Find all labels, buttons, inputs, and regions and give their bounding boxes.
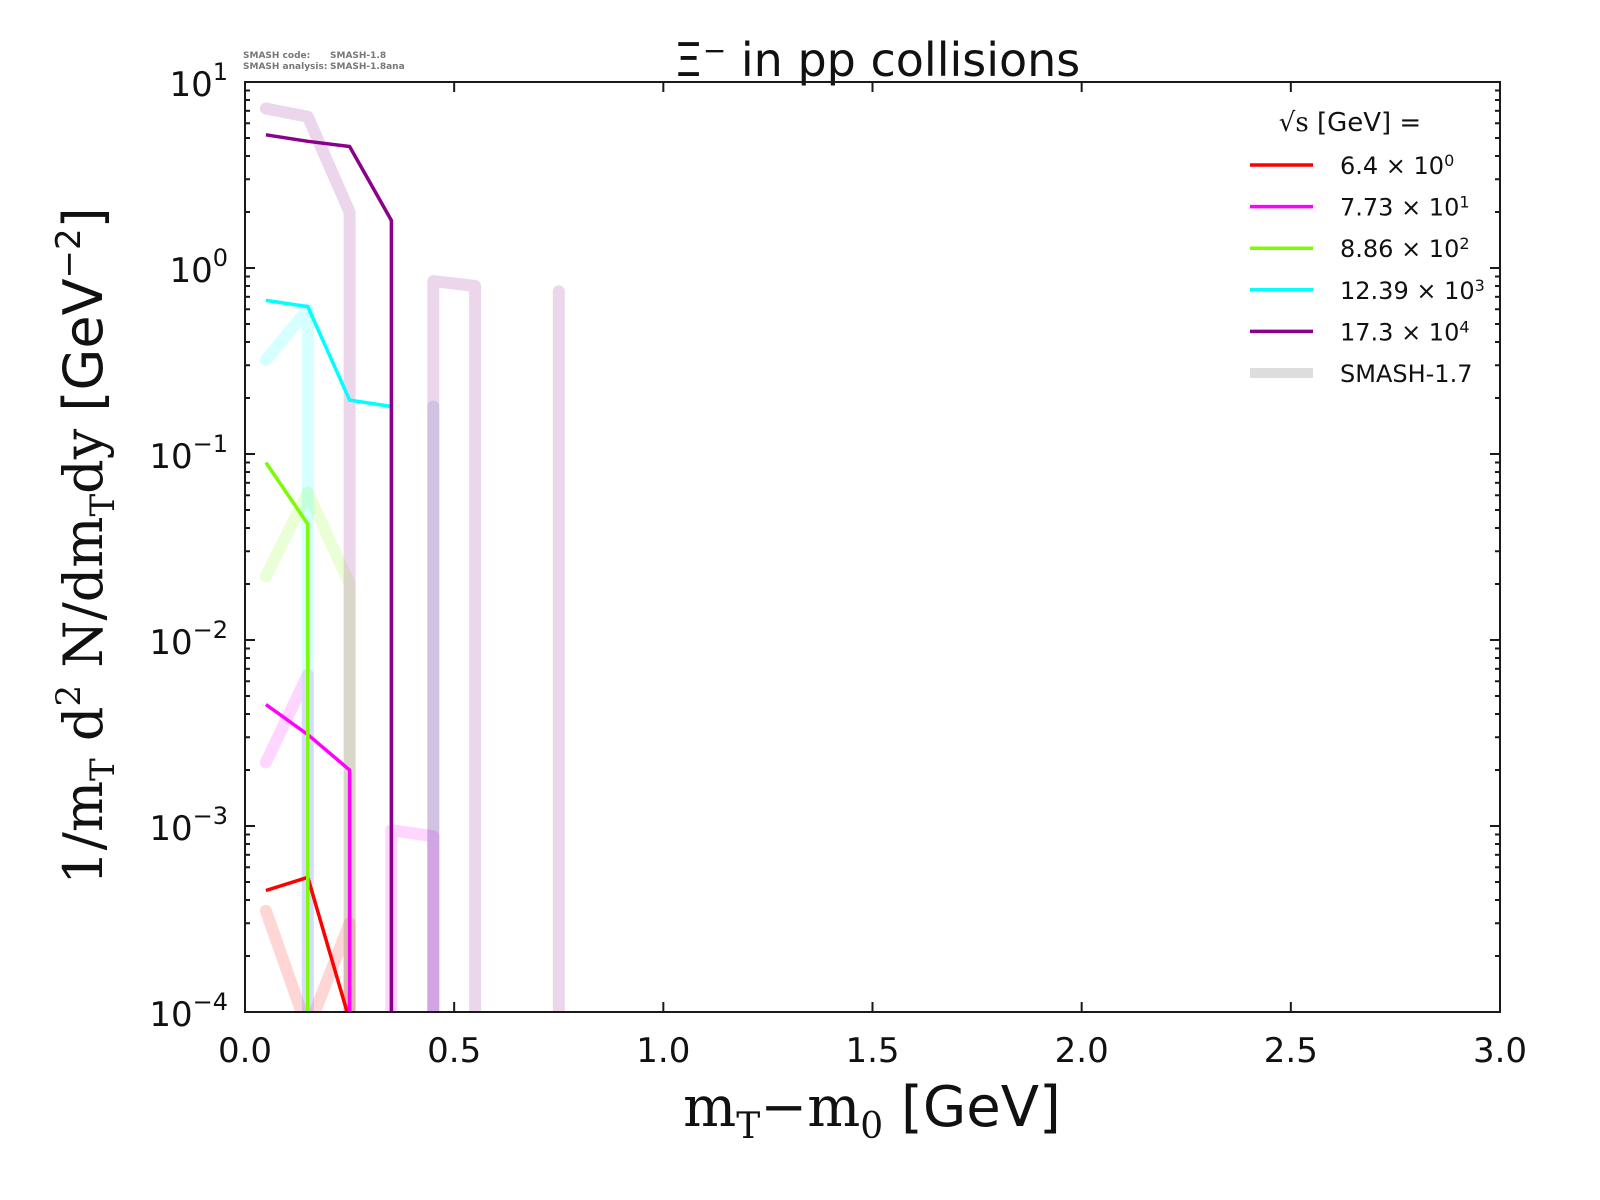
legend-title-sqrt: √s [1279, 108, 1309, 138]
legend-label-exponent: 2 [1459, 234, 1469, 253]
x-tick-label: 1.0 [636, 1031, 690, 1071]
x-tick-labels: 0.0 0.5 1.0 1.5 2.0 2.5 3.0 [218, 1031, 1527, 1071]
legend-label-text: 6.4 × 10 [1340, 152, 1444, 180]
y-tick-label: 100 [169, 244, 228, 291]
legend-label-text: 8.86 × 10 [1340, 235, 1459, 263]
y-tick-label: 10−2 [149, 616, 228, 663]
series-line-7-73-gev-smash-1-8 [264, 703, 352, 1012]
legend-entry: 6.4 × 100 [1250, 151, 1454, 180]
legend-label: 17.3 × 104 [1340, 317, 1470, 346]
legend-label: 8.86 × 102 [1340, 234, 1470, 263]
legend-label-text: 17.3 × 10 [1340, 318, 1459, 346]
legend-label: 12.39 × 103 [1340, 276, 1485, 305]
legend-title-rest: [GeV] = [1309, 108, 1422, 138]
series-line-17-3-gev-smash-1-8 [265, 133, 394, 1012]
y-tick-label: 10−1 [149, 430, 228, 477]
legend-label: 6.4 × 100 [1340, 151, 1454, 180]
annotation: SMASH code: SMASH-1.8 SMASH analysis: SM… [243, 51, 405, 72]
series-group-smash-1-8 [264, 133, 394, 1012]
y-tick-exponent: −4 [193, 988, 228, 1016]
y-tick-base: 10 [149, 995, 192, 1035]
y-axis-label: 1/mT d2 N/dmTdy [GeV−2] [49, 207, 123, 884]
x-tick-label: 2.0 [1055, 1031, 1109, 1071]
series-line-8-86-gev-smash-1-8 [264, 461, 310, 1012]
annotation-code-key: SMASH code: [243, 51, 310, 61]
legend-label-exponent: 4 [1459, 317, 1469, 336]
series-group-smash-1-7 [259, 102, 565, 1012]
legend-label-exponent: 0 [1444, 151, 1454, 170]
annotation-analysis-key: SMASH analysis: [243, 62, 327, 72]
y-tick-exponent: 1 [213, 58, 228, 86]
annotation-code-value: SMASH-1.8 [330, 51, 386, 61]
x-tick-label: 0.5 [427, 1031, 481, 1071]
y-tick-base: 10 [169, 65, 212, 105]
x-axis-label: mT−m0 [GeV] [683, 1075, 1061, 1147]
legend-label-exponent: 3 [1475, 276, 1485, 295]
ylabel-c: N/dm [52, 517, 115, 685]
ylabel-a: 1/m [52, 781, 115, 885]
legend: √s [GeV] = 6.4 × 100 7.73 × 101 8.86 × 102… [1250, 108, 1485, 388]
legend-entry: 12.39 × 103 [1250, 276, 1485, 305]
x-tick-label: 0.0 [218, 1031, 272, 1071]
xlabel-sub-0: 0 [860, 1106, 883, 1147]
y-tick-exponent: −2 [193, 616, 228, 644]
xlabel-unit: [GeV] [883, 1075, 1061, 1140]
ylabel-b: d [52, 707, 115, 759]
legend-label-text: SMASH-1.7 [1340, 360, 1472, 388]
legend-entry: 17.3 × 104 [1250, 317, 1470, 346]
chart-title: Ξ− in pp collisions [674, 33, 1081, 87]
title-superscript: − [703, 34, 726, 67]
y-tick-exponent: −1 [193, 430, 228, 458]
y-tick-label: 10−4 [149, 988, 228, 1035]
series-line-17-3-gev-smash-1-7 [259, 102, 356, 1012]
x-tick-label: 1.5 [845, 1031, 899, 1071]
ylabel-a-sub: T [83, 758, 123, 781]
title-rest: in pp collisions [726, 33, 1080, 87]
y-tick-exponent: 0 [213, 244, 228, 272]
legend-label-text: 12.39 × 10 [1340, 277, 1475, 305]
annotation-analysis-value: SMASH-1.8ana [330, 62, 405, 72]
y-tick-base: 10 [149, 437, 192, 477]
plot-frame [244, 81, 1501, 1013]
legend-label: 7.73 × 101 [1340, 193, 1470, 222]
legend-entry: 7.73 × 101 [1250, 193, 1470, 222]
y-tick-base: 10 [149, 809, 192, 849]
y-tick-label: 10−3 [149, 802, 228, 849]
ylabel-unit: [GeV [52, 278, 115, 411]
xlabel-sub-t: T [736, 1106, 760, 1147]
x-tick-label: 2.5 [1264, 1031, 1318, 1071]
legend-label-exponent: 1 [1459, 193, 1469, 212]
legend-title: √s [GeV] = [1279, 108, 1421, 138]
y-tick-base: 10 [169, 251, 212, 291]
series-line-17-3-gev-smash-1-7-b [427, 275, 482, 1012]
ylabel-unit-end: ] [52, 207, 115, 228]
x-tick-label: 3.0 [1473, 1031, 1527, 1071]
title-symbol: Ξ [674, 33, 703, 87]
xlabel-minus-m: −m [760, 1075, 860, 1140]
y-tick-label: 101 [169, 58, 228, 105]
legend-entry: SMASH-1.7 [1250, 360, 1472, 388]
legend-label: SMASH-1.7 [1340, 360, 1472, 388]
ylabel-c-sub: T [83, 494, 123, 517]
legend-entry: 8.86 × 102 [1250, 234, 1470, 263]
legend-label-text: 7.73 × 10 [1340, 194, 1459, 222]
ylabel-d: dy [52, 412, 115, 494]
xlabel-m: m [683, 1075, 736, 1140]
legend-entries: 6.4 × 100 7.73 × 101 8.86 × 102 12.39 × 103… [1250, 151, 1485, 388]
y-tick-base: 10 [149, 623, 192, 663]
ylabel-unit-sup: −2 [49, 228, 89, 278]
ylabel-b-sup: 2 [49, 685, 89, 707]
y-tick-exponent: −3 [193, 802, 228, 830]
